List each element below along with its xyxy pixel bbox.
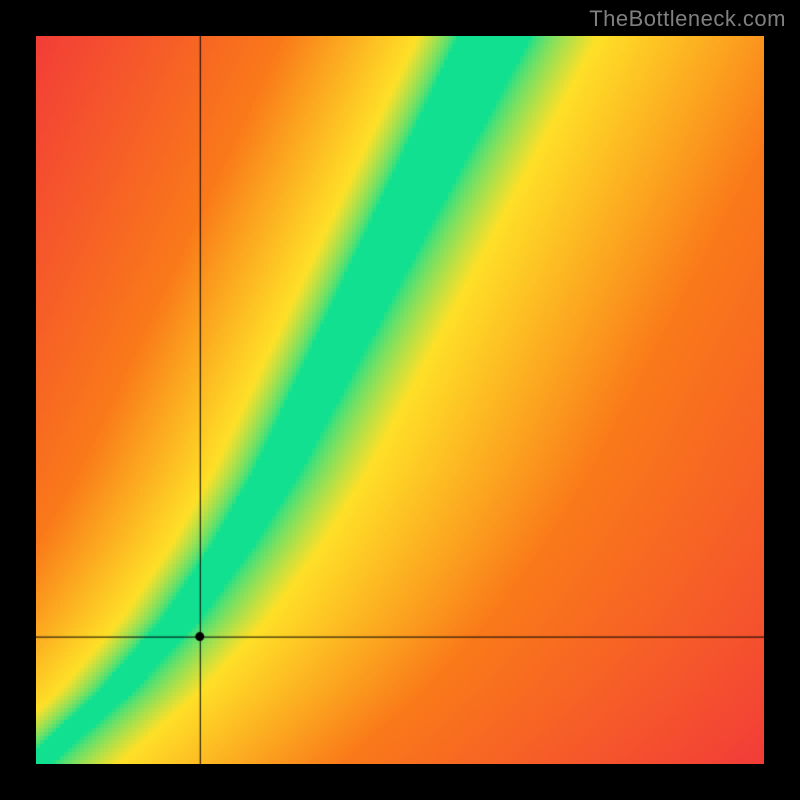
chart-container: TheBottleneck.com xyxy=(0,0,800,800)
bottleneck-heatmap xyxy=(36,36,764,764)
watermark-text: TheBottleneck.com xyxy=(589,6,786,32)
